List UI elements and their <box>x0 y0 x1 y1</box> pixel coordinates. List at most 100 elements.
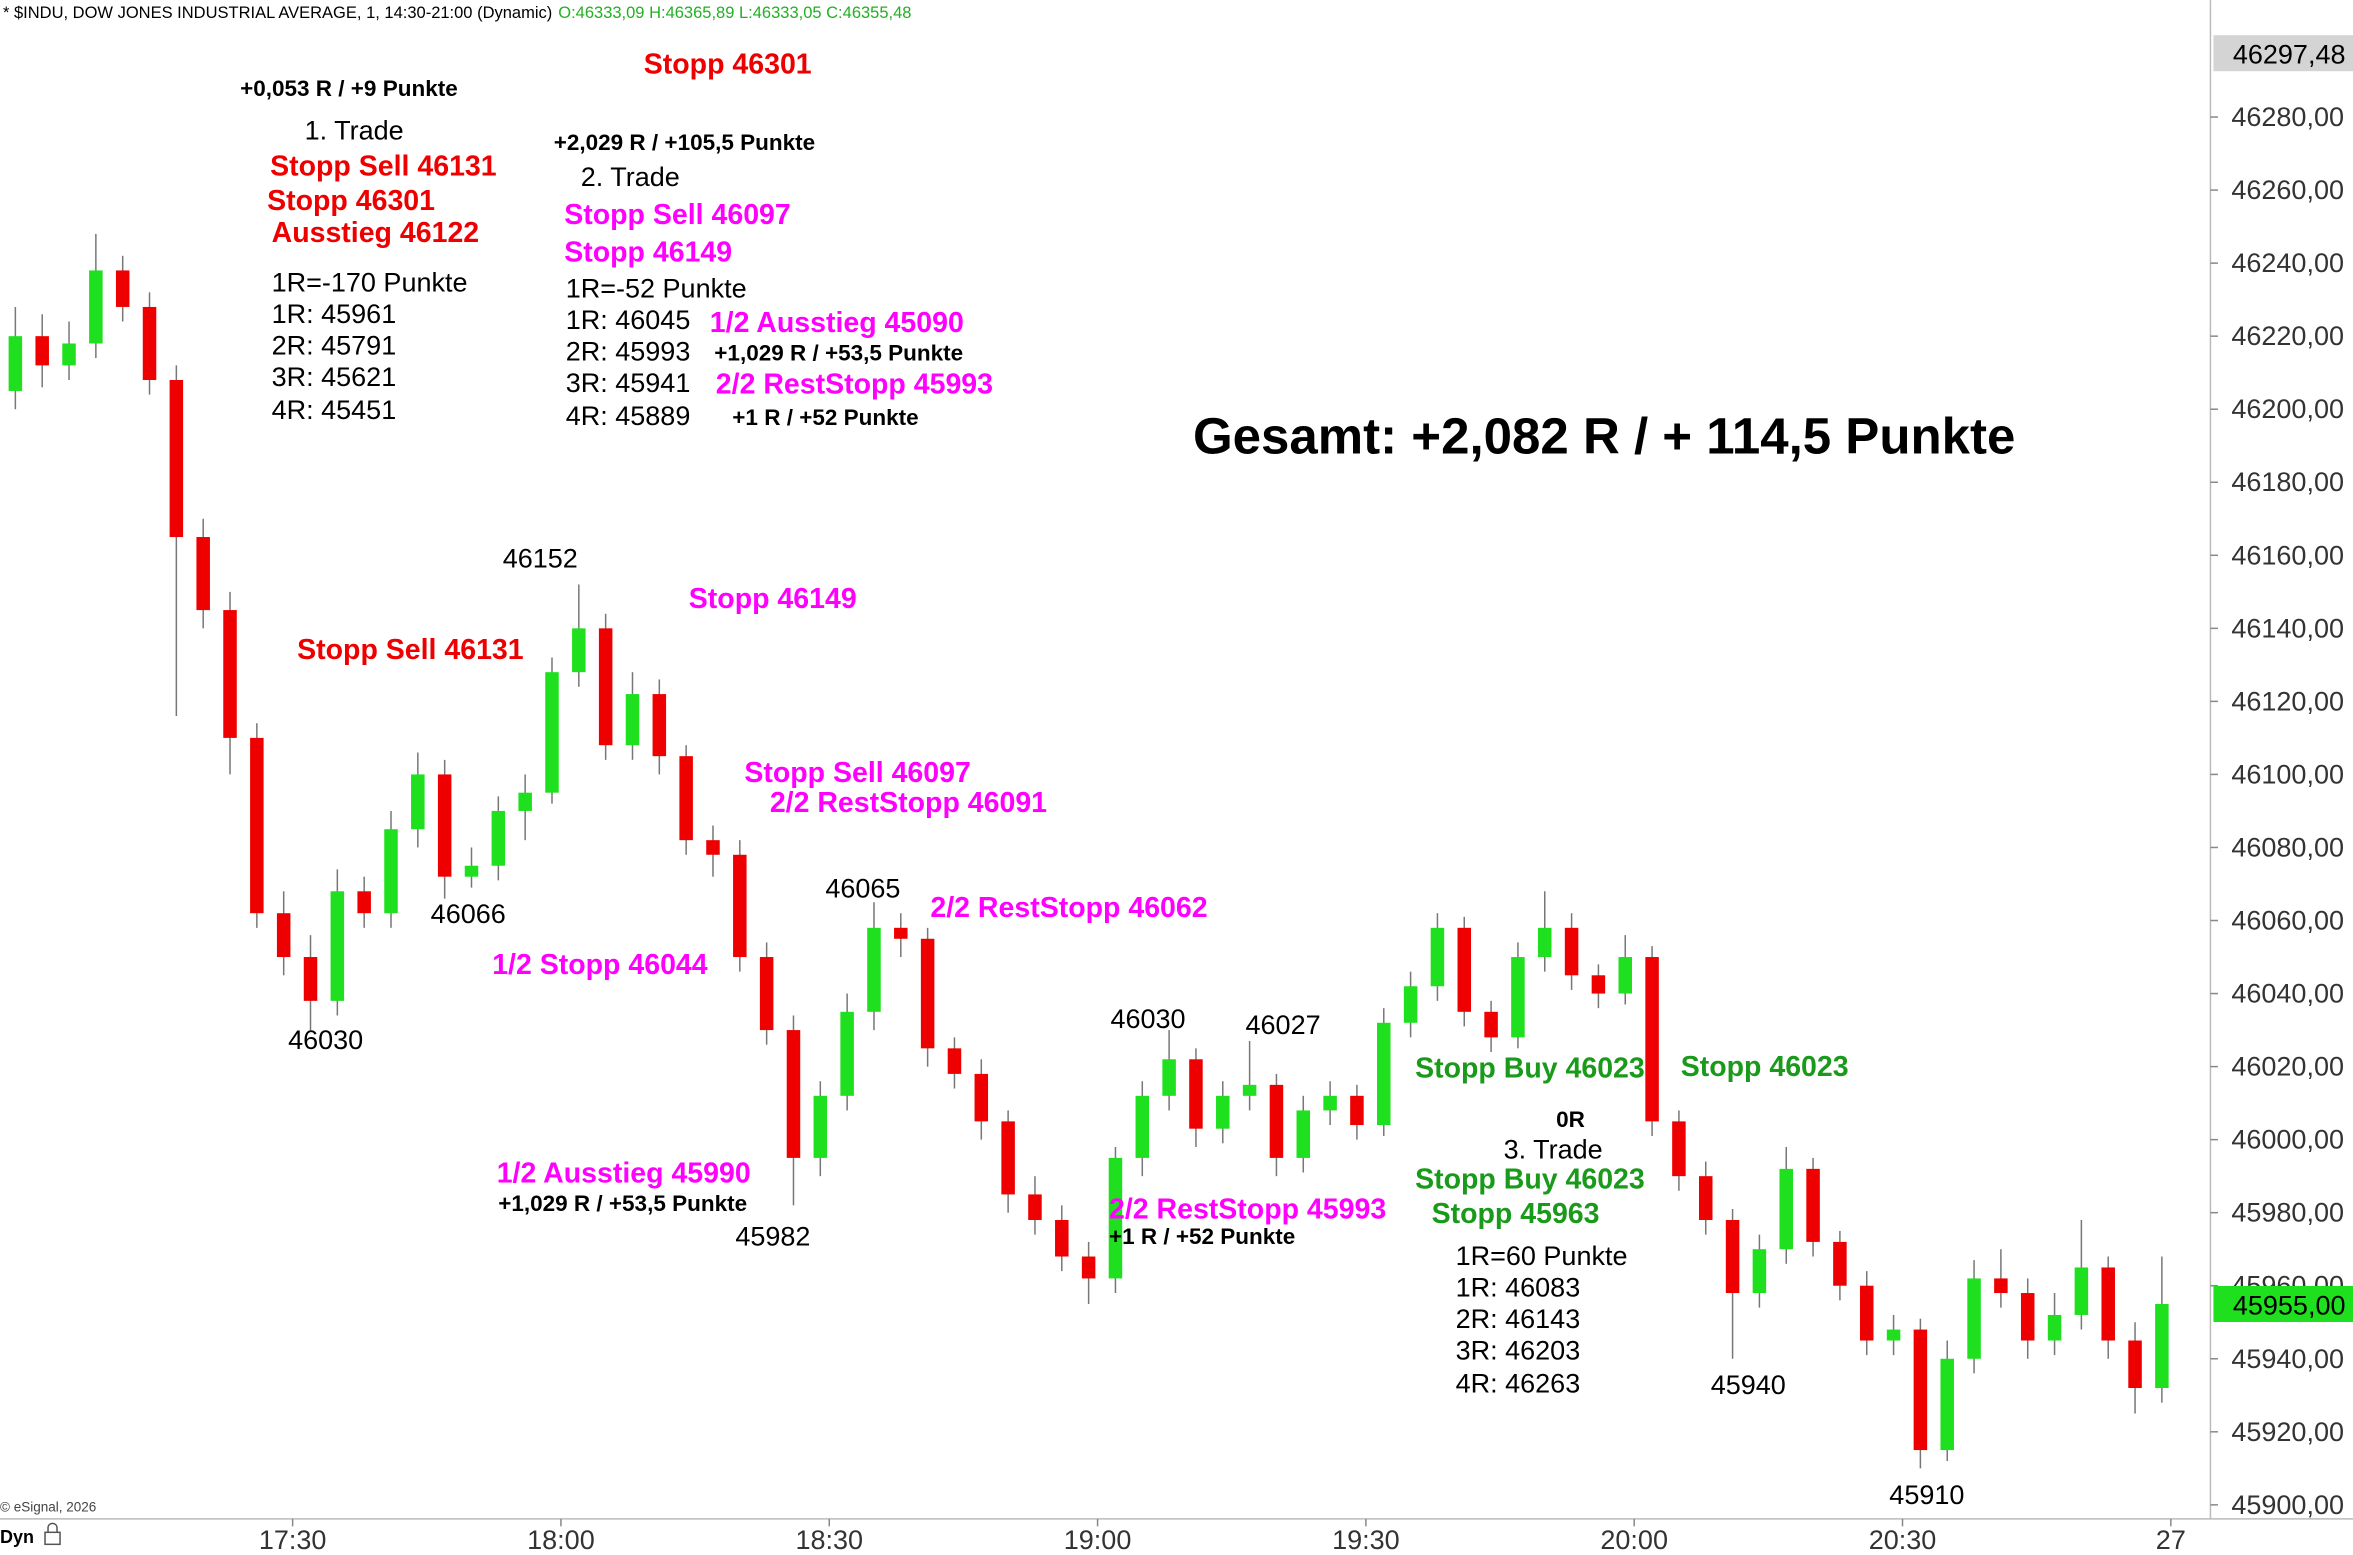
annotation: 4R: 46263 <box>1456 1369 1581 1399</box>
annotation: Ausstieg 46122 <box>272 217 480 249</box>
candle-body <box>1162 1059 1176 1096</box>
candle-body <box>786 1030 801 1158</box>
candle-body <box>2047 1314 2062 1341</box>
y-tick-label: 46000,00 <box>2231 1125 2344 1155</box>
annotation: 0R <box>1556 1107 1585 1132</box>
candle-body <box>2101 1267 2115 1341</box>
annotation: 3R: 45621 <box>272 362 397 392</box>
candle-body <box>1725 1219 1740 1294</box>
annotation: 2/2 RestStopp 45993 <box>1109 1194 1386 1226</box>
y-tick-label: 46100,00 <box>2231 759 2344 789</box>
candle-body <box>1216 1095 1230 1129</box>
y-tick-label: 46060,00 <box>2231 906 2344 936</box>
candle-body <box>1377 1022 1391 1126</box>
annotation: 1R=-52 Punkte <box>566 273 747 303</box>
y-tick-label: 46020,00 <box>2231 1052 2344 1082</box>
annotation: Stopp Sell 46097 <box>744 757 971 789</box>
annotation: 46066 <box>431 899 506 929</box>
y-tick-label: 46240,00 <box>2231 248 2344 278</box>
candle-body <box>1269 1084 1284 1158</box>
annotation: 46027 <box>1246 1010 1321 1040</box>
x-tick-label: 20:00 <box>1600 1525 1668 1555</box>
lock-body[interactable] <box>44 1531 61 1546</box>
candle-body <box>652 694 667 757</box>
candle-body <box>920 938 935 1049</box>
annotation: Stopp Sell 46131 <box>297 634 524 666</box>
annotation: 45910 <box>1889 1480 1964 1510</box>
candle-body <box>1242 1084 1257 1096</box>
candle-body <box>464 865 479 877</box>
candle-body <box>572 628 586 673</box>
candle-body <box>196 537 210 611</box>
y-tick-label: 45900,00 <box>2231 1490 2344 1520</box>
lock-shackle[interactable] <box>47 1522 58 1533</box>
y-tick-label: 46280,00 <box>2231 102 2344 132</box>
candle-body <box>1108 1157 1123 1279</box>
candle-body <box>1833 1241 1847 1286</box>
annotation: 1R=-170 Punkte <box>272 267 468 297</box>
candle-body <box>625 694 640 746</box>
candle-body <box>1055 1219 1069 1257</box>
x-tick-label: 27 <box>2156 1525 2186 1555</box>
price-marker-label: 46297,48 <box>2233 40 2346 70</box>
candle-body <box>62 343 76 366</box>
candle-body <box>1779 1168 1793 1250</box>
candle-body <box>142 306 157 380</box>
candle-body <box>813 1095 828 1158</box>
candle-body <box>1538 927 1552 958</box>
candle-body <box>411 774 425 830</box>
annotation: Gesamt: +2,082 R / + 114,5 Punkte <box>1193 407 2015 464</box>
annotation: 4R: 45451 <box>272 395 397 425</box>
candle-body <box>330 891 345 1001</box>
y-tick-label: 45920,00 <box>2231 1417 2344 1447</box>
annotation: 2/2 RestStopp 46091 <box>770 787 1047 819</box>
candle-body <box>2155 1303 2169 1388</box>
candle-body <box>1645 957 1659 1122</box>
candle-body <box>1296 1110 1311 1158</box>
annotation: 2/2 RestStopp 45993 <box>716 368 993 400</box>
annotation: +1,029 R / +53,5 Punkte <box>498 1191 747 1216</box>
annotation: +1 R / +52 Punkte <box>732 405 918 430</box>
x-tick-label: 17:30 <box>259 1525 327 1555</box>
annotation: 46030 <box>288 1025 363 1055</box>
annotation: 2R: 45993 <box>566 336 691 366</box>
annotation: 2R: 46143 <box>1456 1304 1581 1334</box>
candle-body <box>1511 957 1525 1038</box>
lock-icon[interactable] <box>44 1522 61 1546</box>
annotation: 3R: 45941 <box>566 368 691 398</box>
candle-body <box>894 927 908 939</box>
annotation: 3R: 46203 <box>1456 1336 1581 1366</box>
candle-body <box>8 336 23 391</box>
candle-body <box>1886 1329 1901 1341</box>
candle-body <box>35 336 49 366</box>
candle-body <box>384 829 398 914</box>
annotation: 1R=60 Punkte <box>1456 1241 1628 1271</box>
candle-body <box>947 1048 962 1074</box>
annotation: Stopp 46149 <box>564 236 732 268</box>
header: * $INDU, DOW JONES INDUSTRIAL AVERAGE, 1… <box>3 4 911 22</box>
annotation: Stopp 45963 <box>1432 1198 1600 1230</box>
annotation: +1 R / +52 Punkte <box>1109 1224 1295 1249</box>
annotation: Stopp 46023 <box>1681 1051 1849 1083</box>
y-tick-label: 45940,00 <box>2231 1344 2344 1374</box>
annotation: Stopp Sell 46097 <box>564 199 791 231</box>
candle-body <box>357 891 371 914</box>
annotation: 1/2 Ausstieg 45990 <box>497 1158 751 1190</box>
candle-body <box>598 628 613 746</box>
annotation: 46030 <box>1110 1004 1185 1034</box>
x-tick-label: 20:30 <box>1869 1525 1937 1555</box>
annotation: 2/2 RestStopp 46062 <box>930 892 1207 924</box>
candle-body <box>1967 1278 1981 1359</box>
x-tick-label: 18:00 <box>527 1525 595 1555</box>
candle-body <box>1672 1121 1686 1177</box>
header-ohlc: O:46333,09 H:46365,89 L:46333,05 C:46355… <box>558 4 911 22</box>
candle-body <box>437 774 452 877</box>
x-tick-label: 18:30 <box>795 1525 863 1555</box>
candle-body <box>223 610 237 738</box>
annotation: +1,029 R / +53,5 Punkte <box>714 340 963 365</box>
annotation: Stopp Buy 46023 <box>1415 1164 1645 1196</box>
candle-body <box>1028 1194 1042 1220</box>
